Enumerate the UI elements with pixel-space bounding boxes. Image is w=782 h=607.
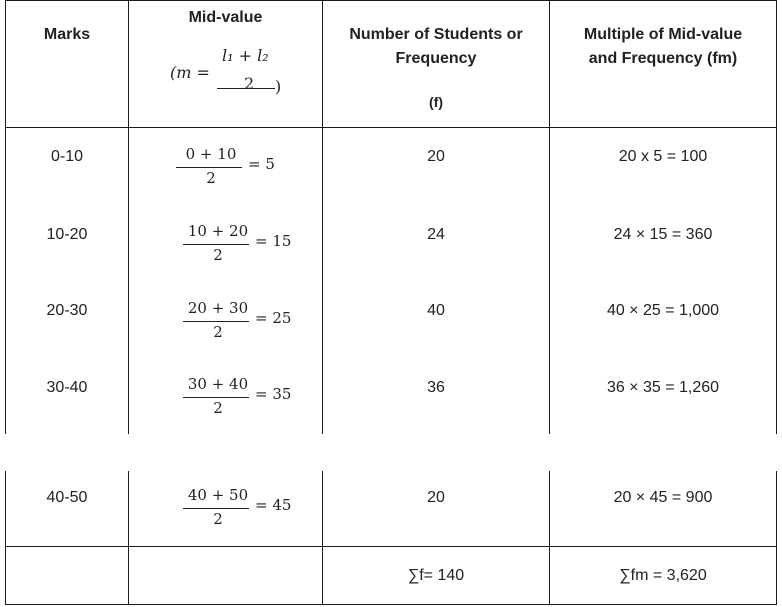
row-4-mid-value: 30 + 40 2 = 35 — [183, 375, 323, 425]
row-5-marks: 40-50 — [46, 489, 88, 506]
row-4-mid-result: = 35 — [255, 385, 292, 403]
total-fm: ∑fm = 3,620 — [619, 567, 707, 584]
row-3-fm: 40 × 25 = 1,000 — [606, 302, 720, 319]
row-1-fm: 20 x 5 = 100 — [618, 148, 708, 165]
row-2-mid-value: 10 + 20 2 = 15 — [183, 222, 323, 272]
col-border-1 — [128, 0, 129, 434]
col-border-3-lower — [549, 471, 550, 605]
row-3-marks: 20-30 — [46, 302, 88, 319]
row-3-frequency: 40 — [427, 302, 445, 319]
formula-close: ) — [275, 77, 282, 96]
col-border-left — [5, 0, 6, 434]
row-3-mid-result: = 25 — [255, 309, 292, 327]
row-3-mid-denominator: 2 — [213, 323, 223, 341]
table-bottom-border — [5, 604, 776, 605]
formula-numerator: l₁ + l₂ — [222, 46, 269, 65]
header-frequency-line1: Number of Students or — [349, 26, 523, 43]
row-5-fm: 20 × 45 = 900 — [613, 489, 713, 506]
header-marks: Marks — [43, 26, 91, 43]
row-2-marks: 10-20 — [46, 226, 88, 243]
formula-bar — [217, 88, 275, 89]
row-5-frequency: 20 — [427, 489, 445, 506]
row-2-fraction-bar — [183, 244, 249, 245]
row-4-mid-denominator: 2 — [213, 399, 223, 417]
col-border-2 — [322, 0, 323, 434]
col-border-2-lower — [322, 471, 323, 605]
row-2-mid-denominator: 2 — [213, 246, 223, 264]
row-2-mid-numerator: 10 + 20 — [187, 222, 249, 240]
formula-lhs: (m = — [170, 63, 210, 82]
formula-denominator: 2 — [244, 74, 255, 93]
row-4-fraction-bar — [183, 397, 249, 398]
row-1-frequency: 20 — [427, 148, 445, 165]
row-2-frequency: 24 — [427, 226, 445, 243]
header-bottom-border — [5, 127, 776, 128]
row-4-fm: 36 × 35 = 1,260 — [606, 379, 720, 396]
mid-value-formula: (m = l₁ + l₂ 2 ) — [170, 44, 320, 100]
col-border-3 — [549, 0, 550, 434]
header-fm-line2: and Frequency (fm) — [588, 50, 738, 67]
header-mid-value: Mid-value — [188, 9, 263, 26]
row-5-mid-denominator: 2 — [213, 510, 223, 528]
row-1-mid-value: 0 + 10 2 = 5 — [176, 145, 316, 195]
col-border-1-lower — [128, 471, 129, 605]
row-3-mid-numerator: 20 + 30 — [187, 299, 249, 317]
row-4-marks: 30-40 — [46, 379, 88, 396]
row-3-fraction-bar — [183, 321, 249, 322]
header-frequency-line2: Frequency — [395, 50, 477, 67]
col-border-right-lower — [776, 471, 777, 605]
row-5-fraction-bar — [183, 508, 249, 509]
row-4-frequency: 36 — [427, 379, 445, 396]
row-1-fraction-bar — [176, 167, 242, 168]
totals-top-border — [5, 546, 776, 547]
row-5-mid-numerator: 40 + 50 — [187, 486, 249, 504]
row-2-mid-result: = 15 — [255, 232, 292, 250]
total-frequency: ∑f= 140 — [407, 567, 465, 584]
row-1-mid-result: = 5 — [248, 155, 275, 173]
header-frequency-symbol: (f) — [429, 94, 443, 110]
row-1-mid-denominator: 2 — [206, 169, 216, 187]
row-1-mid-numerator: 0 + 10 — [185, 145, 237, 163]
row-5-mid-result: = 45 — [255, 496, 292, 514]
header-fm-line1: Multiple of Mid-value — [583, 26, 743, 43]
row-4-mid-numerator: 30 + 40 — [187, 375, 249, 393]
row-2-fm: 24 × 15 = 360 — [613, 226, 713, 243]
table-top-border — [5, 0, 776, 1]
row-5-mid-value: 40 + 50 2 = 45 — [183, 486, 323, 536]
col-border-right — [776, 0, 777, 434]
row-3-mid-value: 20 + 30 2 = 25 — [183, 299, 323, 349]
col-border-left-lower — [5, 471, 6, 605]
row-1-marks: 0-10 — [50, 148, 84, 165]
